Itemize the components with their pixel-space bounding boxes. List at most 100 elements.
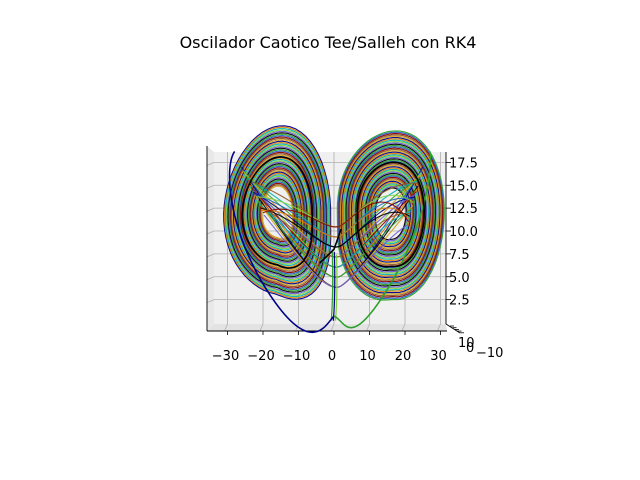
trajectory-segment (353, 155, 428, 274)
trajectory-segment (223, 125, 332, 300)
trajectory-segment (355, 158, 427, 272)
x-tick-label: 30 (430, 349, 447, 364)
x-tick-label: 10 (359, 349, 376, 364)
trajectory-segment (248, 165, 306, 260)
trajectory-segment (249, 167, 305, 258)
tick-labels: −30 −20 −10 0 10 20 30 2.5 5.0 7.5 10.0 12.5 15.0 17.… (212, 156, 504, 364)
x-tick-label: 0 (328, 349, 336, 364)
trajectory-segment (232, 140, 322, 285)
trajectory-segment (247, 163, 308, 262)
trajectories (223, 125, 445, 333)
grid-line-side (206, 184, 215, 189)
trajectory-envelope-right (333, 151, 432, 329)
trajectory-segment (251, 170, 303, 255)
trajectory-segment (370, 180, 412, 248)
trajectory-crossing (262, 201, 410, 228)
trajectory-segment (245, 160, 310, 265)
grid-line-side (206, 162, 215, 166)
trajectory-segment (259, 182, 295, 243)
grid-line-side (206, 230, 215, 235)
trajectory-segment (346, 144, 436, 286)
floor-pane (207, 324, 447, 331)
grid-line-floor (330, 323, 335, 332)
trajectory-black-tail (319, 228, 342, 264)
trajectory-segment (359, 164, 422, 264)
z-tick-label: 12.5 (449, 202, 478, 217)
trajectory-stem (330, 249, 334, 321)
x-tick-label: −30 (212, 349, 239, 364)
y-tick-label: −10 (476, 346, 503, 361)
trajectory-segment (368, 178, 413, 250)
x-tick-label: 20 (395, 349, 412, 364)
trajectory-segment (253, 172, 302, 252)
trajectory-segment (366, 174, 416, 255)
y-axis-line (445, 323, 461, 334)
z-tick-label: 7.5 (449, 248, 470, 263)
trajectory-segment (228, 133, 326, 292)
grid-line-side (206, 276, 215, 281)
trajectory-segment (237, 147, 318, 278)
trajectory-segment (232, 139, 323, 286)
trajectory-crossing (258, 203, 412, 268)
trajectory-segment (342, 138, 440, 293)
grid-line-floor (295, 323, 299, 332)
trajectory-segment (358, 163, 423, 266)
trajectory-segment (341, 137, 441, 294)
z-tick-label: 10.0 (449, 225, 478, 240)
trajectory-segment (248, 164, 307, 261)
trajectory-segment (337, 131, 444, 300)
trajectory-segment (260, 184, 294, 241)
z-tick-label: 15.0 (449, 179, 478, 194)
x-tick-label: −20 (247, 349, 274, 364)
trajectory-crossing (260, 207, 411, 248)
trajectory-segment (257, 179, 297, 245)
trajectory-crossing (257, 200, 413, 278)
grid-line-floor (259, 323, 264, 332)
trajectory-segment (252, 171, 302, 254)
grid-line-floor (366, 323, 370, 332)
trajectory-black (356, 161, 426, 268)
grid-line-side (206, 299, 215, 303)
chart-title: Oscilador Caotico Tee/Salleh con RK4 (179, 33, 477, 52)
trajectory-segment (226, 130, 328, 295)
grid-line-floor (401, 323, 406, 332)
trajectory-segment (350, 151, 431, 279)
trajectory-segment (239, 150, 316, 275)
z-tick-label: 17.5 (449, 156, 478, 171)
trajectory-segment (255, 175, 300, 250)
z-tick-label: 2.5 (449, 294, 470, 309)
grid-line-floor (224, 323, 228, 332)
trajectory-segment (373, 184, 409, 243)
axis-lines (206, 146, 464, 334)
trajectory-crossing (263, 214, 409, 288)
grid-line-floor (437, 323, 441, 332)
trajectory-segment (233, 142, 321, 283)
trajectory-segment (352, 154, 429, 276)
trajectory-segment (231, 137, 324, 288)
trajectory-segment (238, 149, 317, 276)
trajectory-segment (364, 171, 418, 257)
trajectory-segment (349, 148, 433, 281)
trajectory-segment (244, 158, 310, 267)
trajectory-crossing (259, 205, 411, 258)
z-tick-label: 5.0 (449, 271, 470, 286)
trajectory-envelope-left (228, 150, 335, 333)
side-pane (207, 146, 214, 331)
trajectory-segment (224, 126, 331, 299)
trajectory-segment (225, 129, 329, 296)
trajectory-segment (361, 167, 420, 262)
trajectory-segment (351, 152, 430, 277)
trajectory-segment (235, 144, 319, 281)
y-tick-label: 10 (458, 336, 475, 351)
trajectory-segment (340, 135, 442, 295)
trajectory-crossing (261, 207, 410, 238)
trajectory-segment (240, 153, 314, 272)
trajectory-segment (354, 156, 428, 273)
trajectory-segment (256, 178, 298, 247)
trajectory-segment (347, 146, 435, 284)
trajectory-segment (350, 150, 432, 280)
trajectory-black (241, 156, 314, 269)
trajectory-segment (339, 134, 443, 297)
trajectory-segment (344, 142, 437, 288)
